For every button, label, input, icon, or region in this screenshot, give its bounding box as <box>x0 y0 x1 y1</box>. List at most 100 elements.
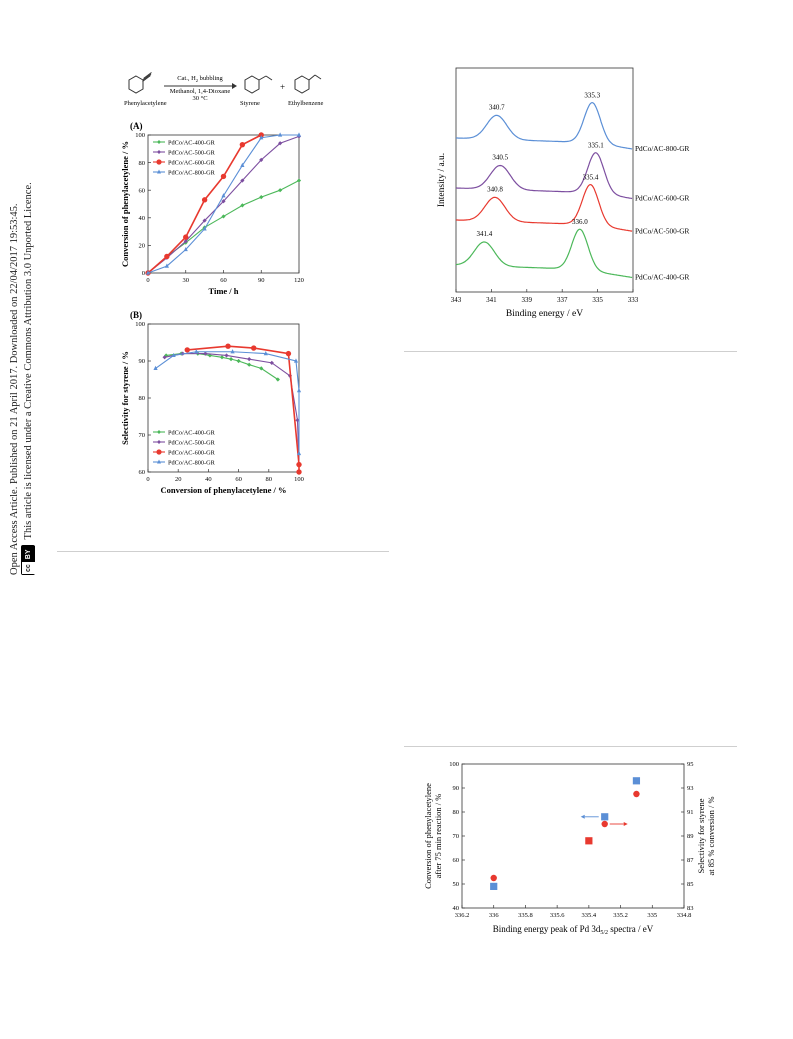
spectrum-line <box>456 183 633 232</box>
y-right-axis-label: Selectivity for styrene <box>696 798 706 873</box>
license-sidebar: Open Access Article. Published on 21 Apr… <box>8 182 35 575</box>
spectrum-PdCo/AC-600-GR: 340.5 335.1 PdCo/AC-600-GR <box>456 142 689 203</box>
data-point <box>153 365 158 370</box>
spectrum-line <box>456 101 633 150</box>
y-right-tick-label: 83 <box>687 905 694 912</box>
legend-entry: PdCo/AC-400-GR <box>153 429 216 436</box>
license-line[interactable]: This article is licensed under a Creativ… <box>22 182 34 540</box>
scatter-series <box>585 837 593 845</box>
legend-marker <box>156 449 162 455</box>
legend-marker <box>157 440 161 444</box>
data-point <box>184 347 190 353</box>
by-badge-text: BY <box>21 546 35 563</box>
plot-frame <box>455 67 634 293</box>
data-point <box>202 226 207 231</box>
spectrum-name-label: PdCo/AC-500-GR <box>635 226 689 235</box>
series-PdCo/AC-600-GR <box>145 132 264 276</box>
y-right-tick-label: 91 <box>687 809 694 816</box>
spectrum-PdCo/AC-400-GR: 341.4 336.0 PdCo/AC-400-GR <box>455 218 689 282</box>
legend-marker <box>157 459 161 464</box>
legend-label: PdCo/AC-800-GR <box>168 459 216 466</box>
y-tick-label: 100 <box>135 132 145 139</box>
x-tick-label: 336.2 <box>455 912 470 919</box>
x-tick-label: 40 <box>205 476 212 483</box>
data-point <box>296 461 302 468</box>
arrow-head-icon <box>232 83 237 89</box>
x-tick-label: 30 <box>183 277 190 284</box>
y-axis-label: Intensity / a.u. <box>437 153 447 207</box>
y-tick-label: 60 <box>139 469 146 476</box>
spectrum-line <box>455 228 633 279</box>
data-point <box>219 355 225 360</box>
legend-label: PdCo/AC-400-GR <box>168 429 216 436</box>
data-point <box>164 263 169 268</box>
plus-sign: + <box>280 82 285 92</box>
data-point <box>220 173 227 180</box>
data-point <box>228 357 234 362</box>
legend-entry: PdCo/AC-800-GR <box>153 169 216 176</box>
x-tick-label: 60 <box>220 277 227 284</box>
peak-label: 335.1 <box>588 142 604 150</box>
data-point <box>585 837 593 845</box>
data-point <box>194 349 199 354</box>
spectrum-name-label: PdCo/AC-800-GR <box>635 144 689 153</box>
x-tick-label: 339 <box>522 296 533 304</box>
x-axis-label: Time / h <box>208 286 238 296</box>
y-right-tick-label: 87 <box>687 857 694 864</box>
data-point <box>230 349 235 354</box>
ethylbenzene-structure-icon <box>294 74 322 94</box>
chart-xps-spectra: 343 341 339 337 335 333 Binding energy / eV Int… <box>437 67 689 319</box>
data-point <box>221 199 226 204</box>
legend-marker <box>157 150 161 154</box>
data-point <box>601 820 608 828</box>
legend-label: PdCo/AC-800-GR <box>168 169 216 176</box>
y-left-tick-label: 60 <box>453 857 460 864</box>
y-axis-label: Conversion of phenylacetylene / % <box>120 141 130 267</box>
data-point <box>296 469 302 475</box>
series-PdCo/AC-400-GR <box>145 178 302 276</box>
figure-divider <box>57 551 389 552</box>
peak-label: 340.8 <box>487 185 503 193</box>
x-tick-label: 90 <box>258 277 265 284</box>
peak-label: 335.3 <box>584 92 600 100</box>
data-point <box>183 239 188 244</box>
data-point <box>247 357 252 362</box>
legend-entry: PdCo/AC-400-GR <box>153 139 216 146</box>
phenylacetylene-structure-icon <box>128 72 152 94</box>
y-tick-label: 80 <box>139 160 146 167</box>
legend-marker <box>156 159 162 165</box>
x-tick-label: 335 <box>592 296 603 304</box>
y-left-tick-label: 50 <box>453 881 460 888</box>
y-tick-label: 40 <box>139 215 146 222</box>
series-PdCo/AC-800-GR <box>145 132 302 275</box>
y-left-tick-label: 80 <box>453 809 460 816</box>
cc-badge-text: cc <box>21 562 35 574</box>
x-tick-label: 335.8 <box>518 912 533 919</box>
reaction-scheme: Phenylacetylene Cat., H2 bubbling Methan… <box>124 72 323 107</box>
x-tick-label: 333 <box>628 296 639 304</box>
data-point <box>202 218 207 223</box>
data-point <box>285 350 292 357</box>
legend-marker <box>157 430 161 434</box>
figure-divider-3 <box>404 746 737 747</box>
panel-label: (B) <box>130 310 142 320</box>
data-point <box>278 132 283 137</box>
y-tick-label: 80 <box>139 395 146 402</box>
legend-marker <box>157 140 161 144</box>
data-point <box>633 790 640 798</box>
right-axis-arrowhead-icon <box>623 822 628 826</box>
data-point <box>293 358 299 363</box>
y-tick-label: 70 <box>139 432 146 439</box>
data-point <box>258 132 264 138</box>
data-point <box>164 253 170 260</box>
condition-line-1: Cat., H2 bubbling <box>177 75 223 83</box>
data-point <box>225 343 231 349</box>
legend-label: PdCo/AC-500-GR <box>168 439 216 446</box>
y-tick-label: 20 <box>139 243 146 250</box>
peak-label: 340.7 <box>489 103 505 111</box>
data-point <box>278 188 283 193</box>
cc-by-badge-icon[interactable]: cc BY <box>21 545 35 575</box>
x-tick-label: 120 <box>294 277 304 284</box>
x-tick-label: 335.2 <box>613 912 628 919</box>
legend-entry: PdCo/AC-500-GR <box>153 439 216 446</box>
